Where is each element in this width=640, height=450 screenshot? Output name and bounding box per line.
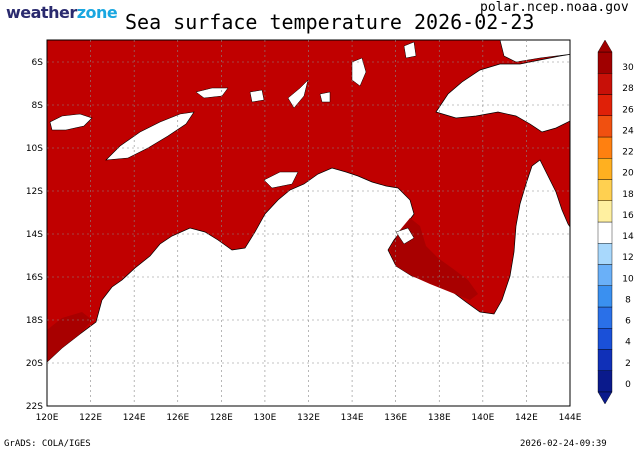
colorbar-swatch xyxy=(597,136,613,159)
colorbar-swatch xyxy=(597,73,613,95)
nw-warm-patch xyxy=(47,312,92,362)
new-guinea-landmass xyxy=(435,53,570,133)
latitude-labels: 6S 8S 10S 12S 14S 16S 18S 20S 22S xyxy=(26,58,43,412)
lat-tick-label: 20S xyxy=(26,359,43,369)
colorbar-swatch xyxy=(597,285,613,308)
colorbar-swatch xyxy=(597,115,613,138)
kai-island xyxy=(403,41,417,59)
colorbar-swatch xyxy=(597,200,613,223)
lat-tick-label: 8S xyxy=(32,101,44,111)
lon-tick-label: 126E xyxy=(166,413,189,423)
lon-tick-label: 136E xyxy=(384,413,407,423)
colorbar-swatch xyxy=(597,221,613,244)
colorbar-label: 4 xyxy=(625,338,631,348)
lat-tick-label: 22S xyxy=(26,402,43,412)
lat-tick-label: 18S xyxy=(26,316,43,326)
melville-island xyxy=(263,171,299,189)
source-url: polar.ncep.noaa.gov xyxy=(480,0,629,15)
lon-tick-label: 124E xyxy=(123,413,146,423)
lon-tick-label: 128E xyxy=(210,413,233,423)
grads-credit: GrADS: COLA/IGES xyxy=(4,439,91,449)
colorbar-swatch xyxy=(597,158,613,180)
colorbar-label: 12 xyxy=(622,253,633,263)
colorbar-swatch xyxy=(597,94,613,116)
colorbar-label: 16 xyxy=(622,211,634,221)
sumba-island xyxy=(49,113,93,131)
tanimbar-island xyxy=(287,79,309,109)
lon-tick-label: 140E xyxy=(471,413,494,423)
colorbar-swatch xyxy=(597,264,613,286)
longitude-labels: 120E 122E 124E 126E 128E 130E 132E 134E 136E 138E… xyxy=(36,413,582,423)
lon-tick-label: 144E xyxy=(559,413,582,423)
colorbar-swatch xyxy=(597,370,613,393)
colorbar-label: 6 xyxy=(625,317,631,327)
colorbar-label: 0 xyxy=(625,380,631,390)
lon-tick-label: 142E xyxy=(515,413,538,423)
fly-island xyxy=(319,91,331,103)
babar-island xyxy=(249,89,265,103)
colorbar-label: 18 xyxy=(622,190,634,200)
colorbar-swatch xyxy=(597,306,613,329)
lat-tick-label: 12S xyxy=(26,187,43,197)
groote-island xyxy=(395,227,415,245)
colorbar-label: 14 xyxy=(622,232,634,242)
weatherzone-logo[interactable]: weatherzone xyxy=(6,3,118,22)
lat-tick-label: 6S xyxy=(32,58,44,68)
colorbar-label: 30 xyxy=(622,63,634,73)
new-guinea-north xyxy=(499,40,570,63)
lon-tick-label: 120E xyxy=(36,413,59,423)
lat-tick-label: 14S xyxy=(26,230,43,240)
lat-tick-label: 16S xyxy=(26,273,43,283)
map-title: Sea surface temperature 2026-02-23 xyxy=(125,10,535,34)
colorbar-swatch xyxy=(597,179,613,201)
lat-tick-label: 10S xyxy=(26,144,43,154)
lon-tick-label: 134E xyxy=(341,413,364,423)
colorbar-swatch xyxy=(597,349,613,371)
colorbar-max-arrow xyxy=(597,39,613,53)
colorbar-label: 22 xyxy=(622,148,633,158)
colorbar-label: 2 xyxy=(625,359,631,369)
lon-tick-label: 130E xyxy=(253,413,276,423)
colorbar-label: 10 xyxy=(622,274,634,284)
timestamp: 2026-02-24-09:39 xyxy=(520,439,607,449)
australia-landmass xyxy=(47,159,570,406)
colorbar-swatch xyxy=(597,328,613,350)
graticule xyxy=(47,40,570,406)
colorbar-label: 24 xyxy=(622,126,634,136)
colorbar-min-arrow xyxy=(597,391,613,405)
lon-tick-label: 122E xyxy=(79,413,102,423)
lon-tick-label: 132E xyxy=(297,413,320,423)
lon-tick-label: 138E xyxy=(428,413,451,423)
wetar-island xyxy=(195,87,229,99)
colorbar-swatch xyxy=(597,243,613,265)
colorbar-label: 26 xyxy=(622,105,634,115)
colorbar-label: 28 xyxy=(622,84,634,94)
logo-text-a: weather xyxy=(6,3,77,22)
logo-text-b: zone xyxy=(76,3,118,22)
colorbar-swatch xyxy=(597,51,613,74)
colorbar-label: 8 xyxy=(625,295,631,305)
colorbar-label: 20 xyxy=(622,169,634,179)
